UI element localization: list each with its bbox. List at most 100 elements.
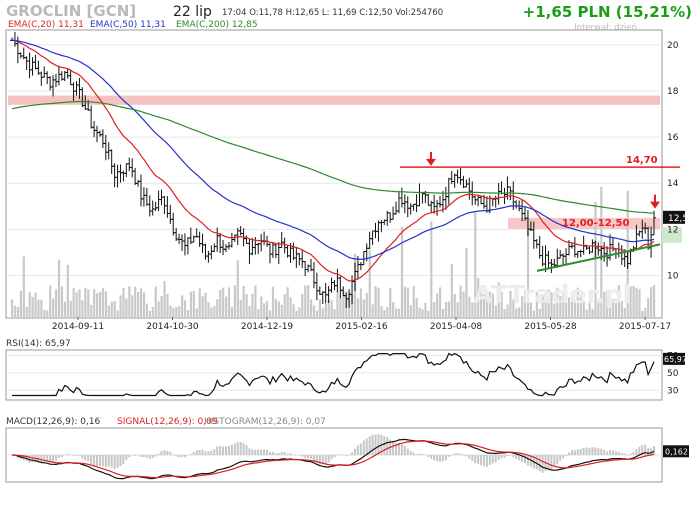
target-band-label: 12,00-12,50 [562, 218, 629, 229]
volume-bar [216, 299, 219, 317]
volume-bar [28, 291, 31, 317]
x-tick-label: 2015-04-08 [430, 322, 483, 332]
macd-histogram-bar [424, 454, 427, 456]
macd-histogram-bar [254, 449, 257, 455]
macd-histogram-bar [474, 455, 477, 464]
macd-histogram-bar [477, 455, 480, 464]
macd-histogram-bar [518, 455, 521, 461]
y-tick-label: 10 [667, 271, 679, 281]
macd-histogram-bar [576, 449, 579, 455]
volume-bar [480, 286, 483, 317]
volume-bar [526, 217, 530, 317]
y-tick-label: 14 [667, 179, 679, 189]
macd-histogram-bar [647, 448, 650, 455]
macd-histogram-bar [421, 453, 424, 455]
volume-bar [629, 286, 632, 317]
macd-histogram-bar [368, 436, 371, 455]
volume-bar [365, 293, 368, 317]
macd-histogram-bar [386, 436, 389, 455]
volume-bar [40, 299, 43, 317]
volume-bar [280, 304, 283, 317]
volume-bar [75, 292, 78, 317]
macd-histogram-bar [459, 453, 462, 455]
volume-bar [263, 303, 266, 317]
macd-histogram-bar [219, 446, 222, 455]
volume-bar [415, 298, 418, 317]
macd-histogram-bar [245, 445, 248, 455]
macd-histogram-bar [585, 447, 588, 455]
macd-histogram-bar [312, 455, 315, 461]
volume-bar [148, 310, 151, 317]
macd-histogram-bar [342, 455, 345, 456]
volume-bar [392, 302, 395, 317]
volume-bar [175, 307, 178, 317]
volume-bar [242, 286, 245, 317]
macd-histogram-bar [295, 454, 298, 456]
macd-histogram-bar [603, 449, 606, 455]
macd-histogram-bar [359, 443, 362, 455]
volume-bar [181, 295, 184, 317]
macd-histogram-bar [623, 453, 626, 455]
macd-histogram-bar [66, 453, 69, 455]
ema200-line [11, 100, 655, 214]
macd-histogram-bar [351, 452, 354, 455]
last-price-label: 12,5 [668, 214, 688, 224]
volume-bar [538, 308, 541, 317]
macd-histogram-bar [207, 451, 210, 455]
macd-histogram-bar [289, 453, 292, 455]
macd-histogram-bar [611, 450, 614, 455]
macd-histogram-bar [480, 455, 483, 465]
macd-histogram-bar [330, 455, 333, 460]
macd-histogram-bar [242, 443, 245, 455]
volume-bar [412, 286, 415, 317]
macd-histogram-bar [450, 455, 453, 456]
macd-histogram-bar [406, 448, 409, 455]
macd-histogram-bar [63, 454, 66, 456]
volume-bar [641, 310, 644, 317]
volume-bar [236, 260, 239, 317]
macd-histogram-bar [497, 455, 500, 460]
volume-bar [46, 310, 49, 317]
macd-histogram-bar [650, 448, 653, 455]
histogram-label: HISTOGRAM(12,26,9): 0,07 [204, 417, 326, 427]
volume-bar [90, 304, 93, 317]
volume-bar [163, 281, 166, 317]
volume-bar [219, 290, 222, 317]
macd-histogram-bar [500, 455, 503, 459]
volume-bar [650, 286, 653, 317]
macd-histogram-bar [383, 436, 386, 455]
legend-ema20: EMA(C,20) 11,31 [8, 20, 84, 30]
volume-bar [427, 310, 430, 317]
volume-bar [307, 285, 310, 317]
volume-bar [565, 294, 568, 317]
macd-histogram-bar [283, 452, 286, 455]
macd-histogram-bar [54, 455, 57, 461]
volume-bar [13, 305, 17, 317]
volume-bar [96, 293, 99, 317]
volume-bar [119, 295, 122, 317]
resistance-band [8, 95, 660, 105]
macd-histogram-bar [538, 455, 541, 472]
volume-bar [52, 298, 55, 317]
macd-histogram-bar [353, 448, 356, 455]
macd-histogram-bar [579, 449, 582, 455]
volume-bar [544, 291, 547, 317]
volume-bar [356, 298, 360, 317]
volume-bar [122, 287, 125, 317]
macd-histogram-bar [263, 449, 266, 455]
macd-histogram-bar [488, 455, 491, 465]
macd-histogram-bar [453, 453, 456, 455]
volume-bar [497, 282, 500, 317]
volume-bar [447, 301, 450, 317]
macd-histogram-bar [635, 448, 638, 455]
volume-bar [383, 309, 386, 317]
volume-bar [368, 250, 371, 317]
macd-histogram-bar [90, 455, 93, 465]
macd-histogram-bar [556, 455, 559, 465]
volume-bar [371, 304, 374, 317]
volume-bar [532, 310, 536, 317]
volume-bar [585, 309, 588, 317]
volume-bar [494, 305, 497, 317]
macd-histogram-bar [213, 449, 216, 455]
volume-bar [456, 302, 459, 317]
